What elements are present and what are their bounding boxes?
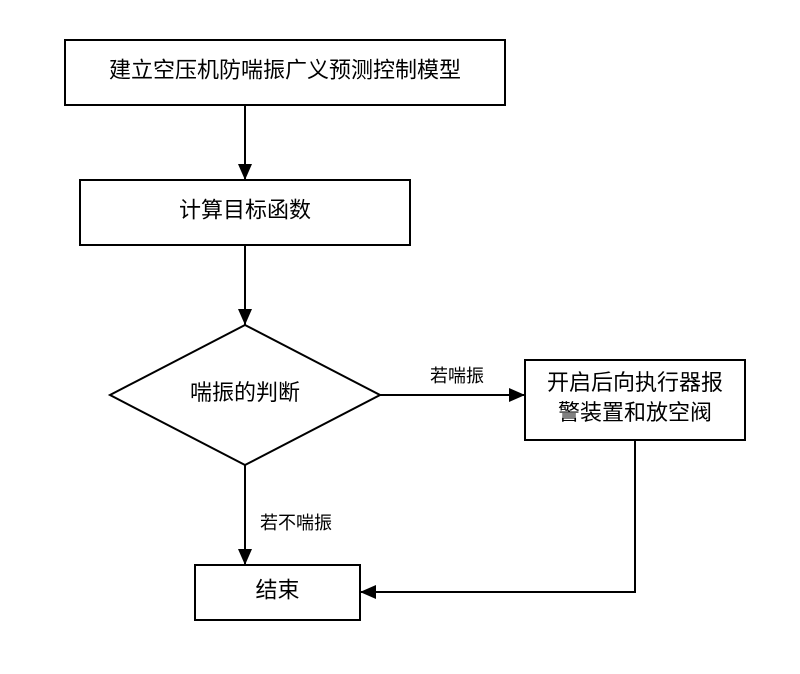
node-label-n1: 建立空压机防喘振广义预测控制模型	[109, 58, 461, 83]
arrowhead	[360, 585, 376, 599]
arrowhead	[238, 549, 252, 565]
node-label-n4-line0: 开启后向执行器报	[547, 370, 723, 395]
arrowhead	[238, 309, 252, 325]
node-label-n4-line1: 警装置和放空阀	[558, 400, 712, 425]
node-label-n5: 结束	[255, 578, 299, 603]
arrowhead	[238, 164, 252, 180]
flowchart-canvas: 若喘振若不喘振 建立空压机防喘振广义预测控制模型计算目标函数喘振的判断 开启后向执行…	[0, 0, 800, 674]
edge-label-e3: 若喘振	[430, 366, 484, 386]
arrowhead	[509, 388, 525, 402]
node-label-n2: 计算目标函数	[179, 198, 311, 223]
edge-e5	[360, 440, 635, 592]
edge-label-e4: 若不喘振	[260, 513, 332, 533]
node-label-n3: 喘振的判断	[190, 380, 300, 405]
